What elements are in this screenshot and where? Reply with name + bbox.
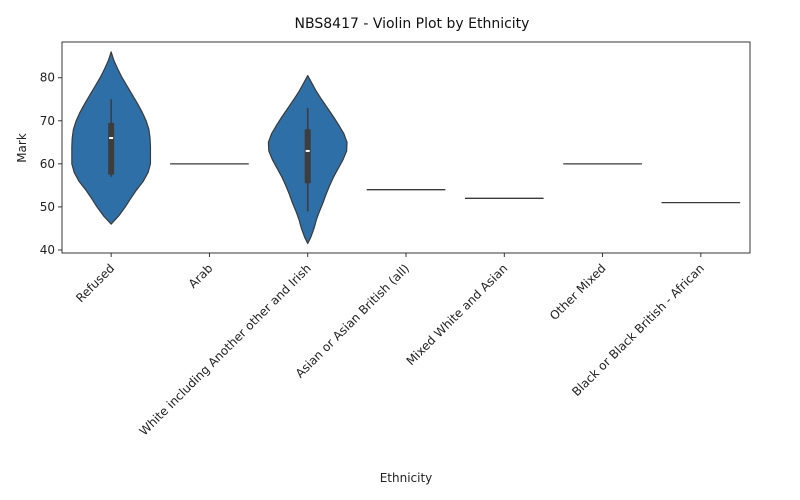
x-tick-label: Refused <box>73 261 117 305</box>
x-tick-label: Other Mixed <box>547 261 609 323</box>
x-tick-label: Arab <box>186 261 216 291</box>
y-tick-label: 40 <box>40 243 55 257</box>
violin-iqr-box <box>304 129 311 184</box>
plot-frame <box>61 41 751 254</box>
violin-iqr-box <box>108 122 115 175</box>
x-tick-label: Asian or Asian British (all) <box>293 261 412 380</box>
y-tick-label: 60 <box>40 157 55 171</box>
y-tick-label: 70 <box>40 114 55 128</box>
y-axis: 40 50 60 70 80 <box>40 71 62 257</box>
violin-median <box>109 137 114 140</box>
x-tick-label: White including Another other and Irish <box>137 261 314 438</box>
y-tick-label: 50 <box>40 200 55 214</box>
x-tick-label: Mixed White and Asian <box>404 261 511 368</box>
violin-median <box>305 149 310 152</box>
x-axis-label: Ethnicity <box>380 471 433 485</box>
y-tick-label: 80 <box>40 71 55 85</box>
chart-title: NBS8417 - Violin Plot by Ethnicity <box>295 16 530 32</box>
y-axis-label: Mark <box>15 133 29 163</box>
violin-layer <box>71 51 741 245</box>
